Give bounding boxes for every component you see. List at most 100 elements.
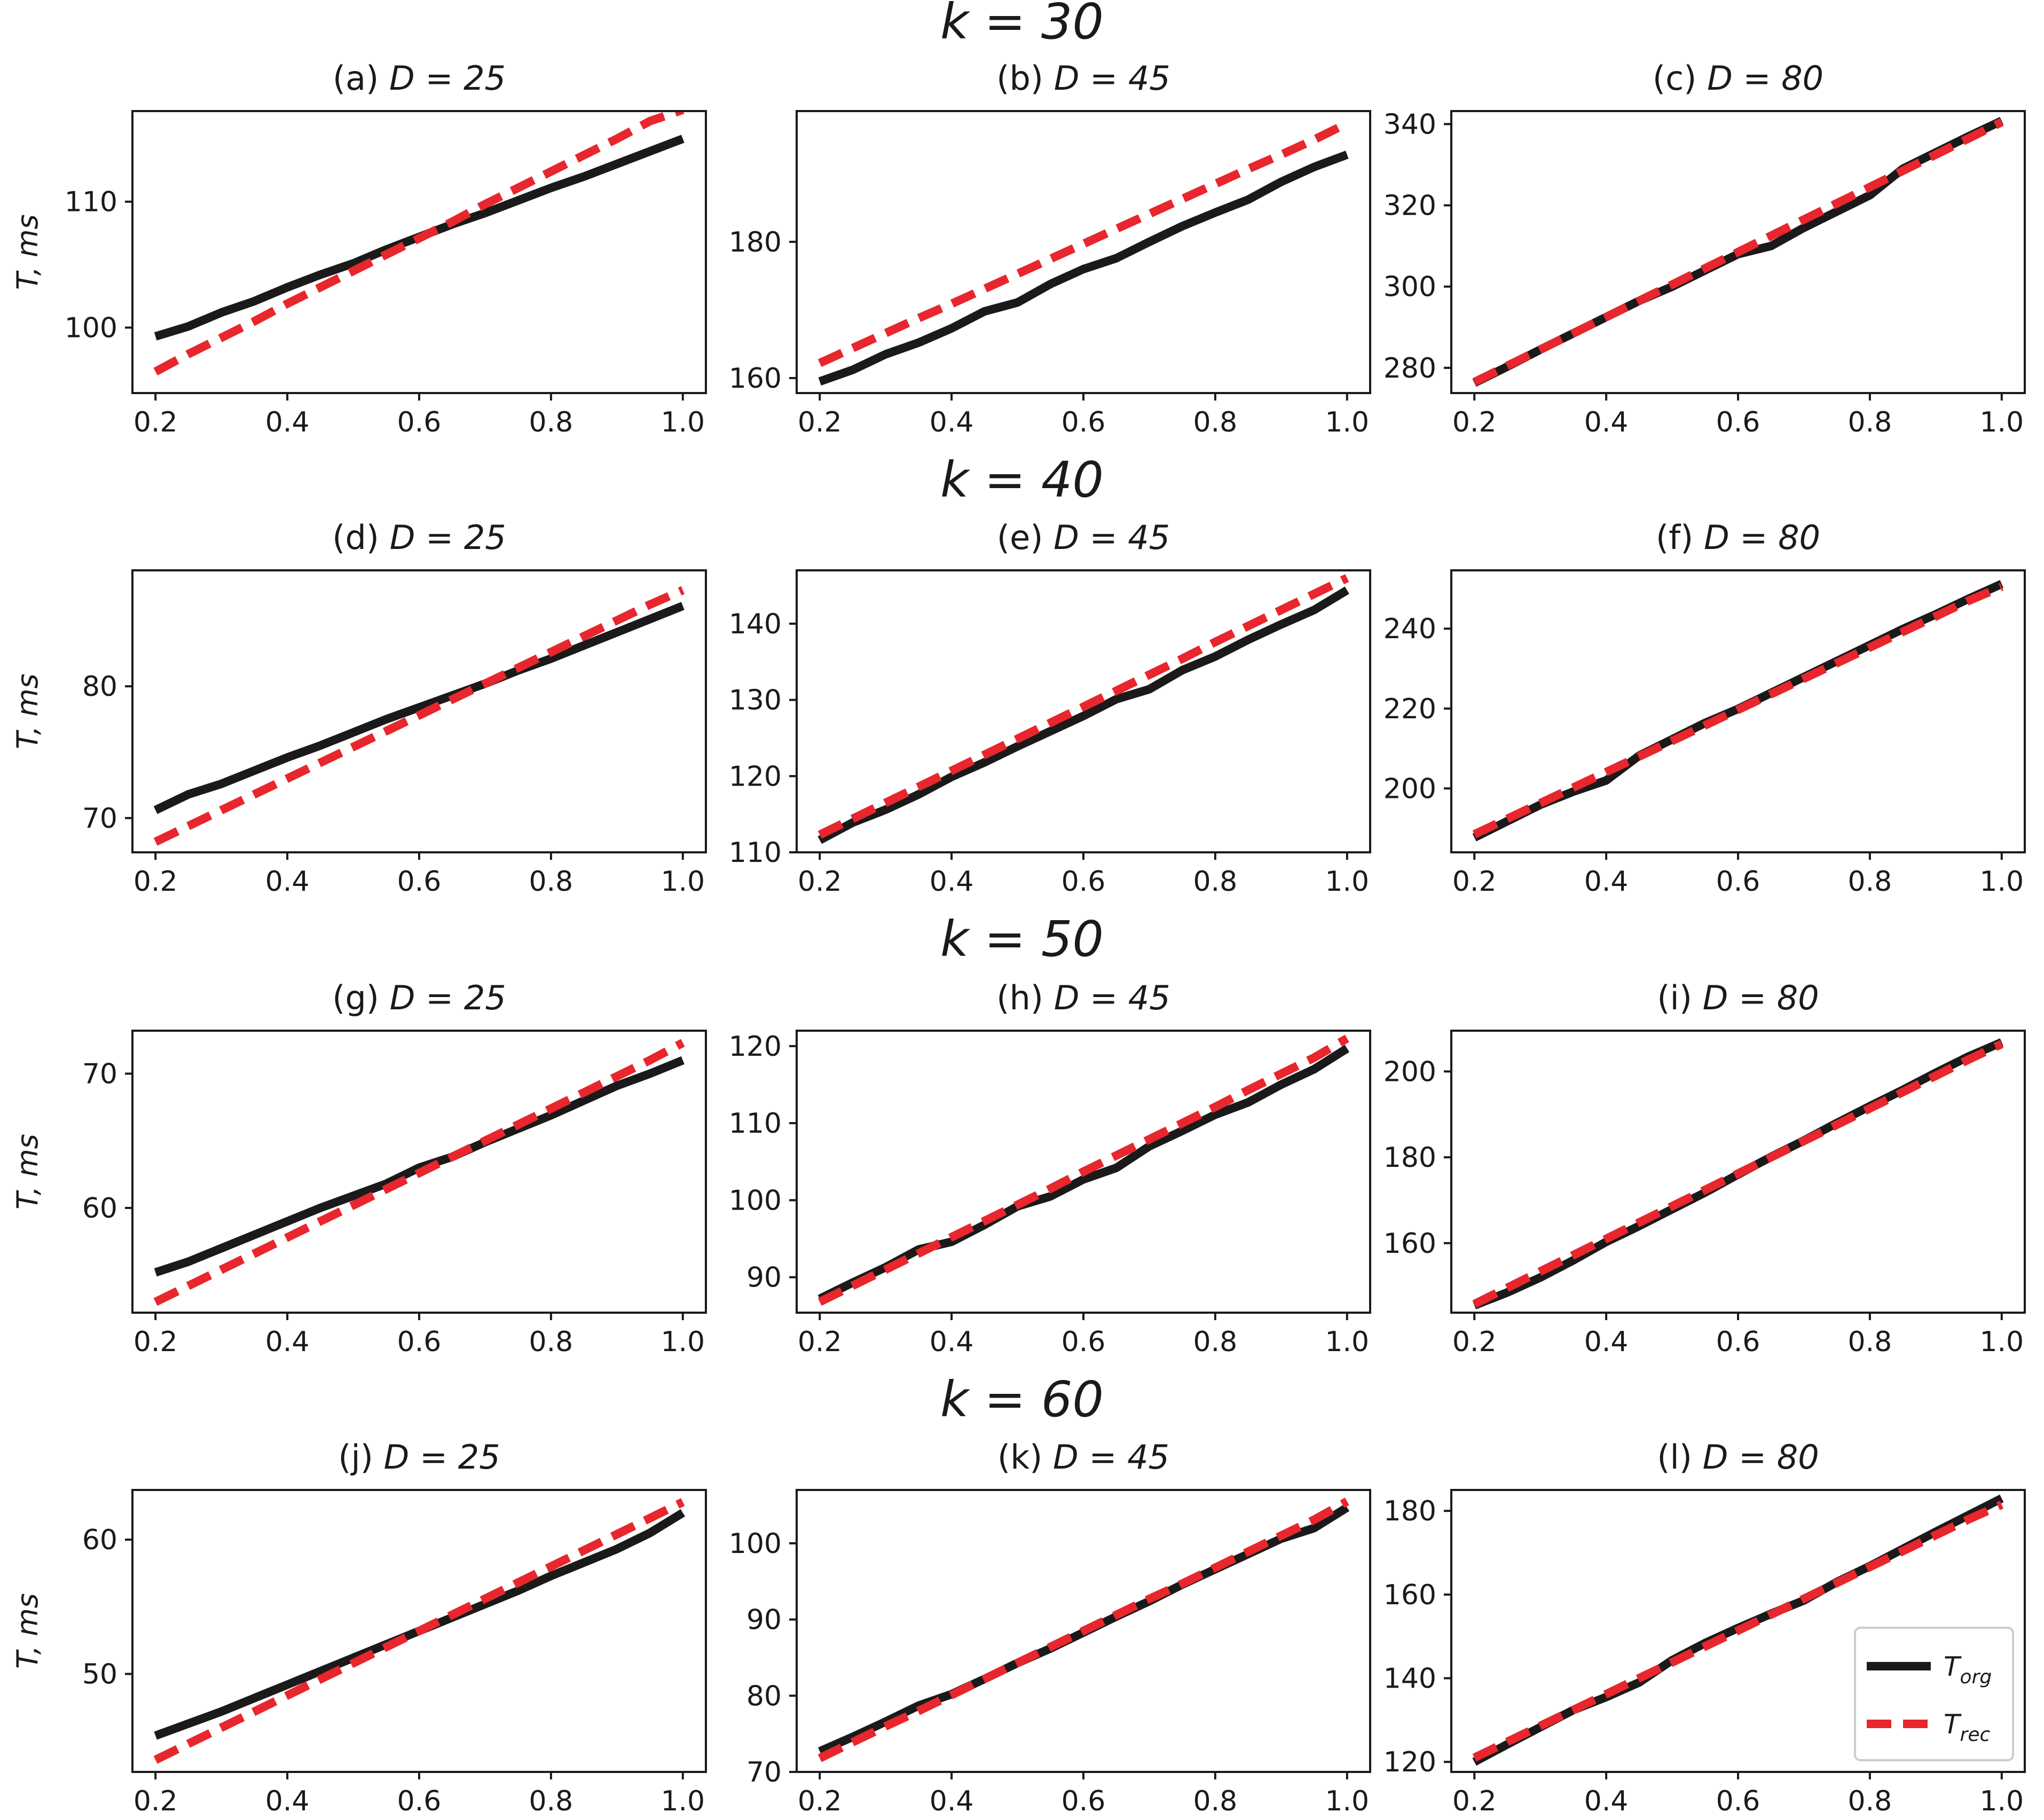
x-tick-label: 0.4 xyxy=(1584,1326,1629,1358)
panel-d-value: D = 25 xyxy=(390,518,506,557)
x-tick-label: 0.6 xyxy=(397,1326,442,1358)
y-tick-label: 220 xyxy=(1383,693,1436,725)
series-rec-line xyxy=(1472,583,2003,838)
panel-h: (h) D = 45 0.2 0.4 0.6 0.8 1.0 90 100 110 120 xyxy=(729,978,1371,1358)
legend-label-rec: Trec xyxy=(1944,1709,1990,1746)
panel-f: (f) D = 80 0.2 0.4 0.6 0.8 1.0 200 220 240 xyxy=(1383,518,2026,898)
legend: Torg Trec xyxy=(1854,1627,2014,1761)
y-axis-label: T, ms xyxy=(11,214,44,290)
y-tick-label: 50 xyxy=(82,1658,117,1690)
x-tick-label: 0.8 xyxy=(1193,406,1238,438)
y-tick-label: 180 xyxy=(729,226,782,258)
plot-frame xyxy=(131,110,707,394)
x-tick-label: 0.8 xyxy=(1193,866,1238,898)
series-rec-line xyxy=(153,1039,685,1306)
y-tick-label: 140 xyxy=(729,608,782,640)
y-tick-label: 110 xyxy=(65,186,117,218)
x-tick-label: 0.2 xyxy=(1452,1785,1497,1817)
panel-k: (k) D = 450.20.40.60.81.0708090100τ, ms xyxy=(729,1438,1371,1817)
x-tick-label: 1.0 xyxy=(1325,866,1369,898)
panel-letter: (h) xyxy=(996,978,1043,1017)
panel-title: (d) D = 25 xyxy=(332,518,506,557)
x-tick-label: 0.4 xyxy=(265,1326,310,1358)
x-tick-label: 0.4 xyxy=(930,866,974,898)
x-tick-label: 0.4 xyxy=(1584,1785,1629,1817)
y-axis-label: T, ms xyxy=(11,1593,44,1669)
legend-sub: rec xyxy=(1960,1724,1991,1746)
series-org-line xyxy=(817,1045,1350,1303)
y-tick-label: 140 xyxy=(1383,1663,1436,1695)
x-tick-label: 0.4 xyxy=(930,406,974,438)
x-tick-label: 0.2 xyxy=(798,1326,842,1358)
panel-d-value: D = 80 xyxy=(1707,59,1823,98)
x-tick-label: 0.6 xyxy=(1716,866,1760,898)
panel-i: (i) D = 80 0.2 0.4 0.6 0.8 1.0 160 180 200 xyxy=(1383,978,2026,1358)
y-tick-label: 90 xyxy=(746,1604,782,1636)
series-rec-line xyxy=(153,111,685,375)
panel-letter: (c) xyxy=(1653,59,1696,98)
x-tick-label: 0.4 xyxy=(265,406,310,438)
panel-d-value: D = 45 xyxy=(1054,59,1170,98)
x-tick-label: 0.2 xyxy=(798,866,842,898)
x-tick-label: 0.4 xyxy=(930,1785,974,1817)
series-rec-line xyxy=(153,1498,685,1764)
legend-label-org: Torg xyxy=(1944,1651,1992,1688)
y-tick-label: 60 xyxy=(82,1524,117,1556)
legend-sub: org xyxy=(1960,1666,1992,1688)
y-axis-label: T, ms xyxy=(11,1134,44,1210)
x-tick-label: 1.0 xyxy=(1325,406,1369,438)
y-tick-label: 300 xyxy=(1383,271,1436,303)
panel-b: (b) D = 45 0.2 0.4 0.6 0.8 1.0 160 180 xyxy=(729,59,1371,438)
panel-letter: (a) xyxy=(333,59,379,98)
x-tick-label: 0.2 xyxy=(798,406,842,438)
panel-letter: (d) xyxy=(332,518,379,557)
x-tick-label: 0.8 xyxy=(1848,1785,1892,1817)
x-tick-label: 0.6 xyxy=(1716,1326,1760,1358)
x-tick-label: 1.0 xyxy=(661,866,705,898)
panel-title: (h) D = 45 xyxy=(996,978,1170,1017)
y-tick-label: 70 xyxy=(746,1756,782,1788)
x-tick-label: 0.6 xyxy=(1062,866,1106,898)
x-tick-label: 0.4 xyxy=(265,1785,310,1817)
x-tick-label: 1.0 xyxy=(1325,1326,1369,1358)
series-org-line xyxy=(817,586,1349,844)
y-tick-label: 110 xyxy=(729,837,782,869)
x-tick-label: 1.0 xyxy=(1979,1785,2024,1817)
row-title-3: k = 60 xyxy=(940,1371,1104,1428)
x-tick-label: 0.8 xyxy=(529,406,573,438)
panel-d-value: D = 45 xyxy=(1053,1438,1169,1477)
x-tick-label: 0.8 xyxy=(529,866,573,898)
panel-letter: (b) xyxy=(996,59,1043,98)
y-tick-label: 130 xyxy=(729,685,782,717)
y-tick-label: 60 xyxy=(82,1193,117,1225)
row-title-0: k = 30 xyxy=(940,0,1104,50)
panel-letter: (j) xyxy=(338,1438,373,1477)
x-tick-label: 0.8 xyxy=(1193,1785,1238,1817)
panel-title: (j) D = 25 xyxy=(338,1438,500,1477)
panel-letter: (e) xyxy=(997,518,1043,557)
panel-title: (f) D = 80 xyxy=(1656,518,1820,557)
x-tick-label: 0.2 xyxy=(1452,866,1497,898)
x-tick-label: 0.2 xyxy=(1452,1326,1497,1358)
x-tick-label: 1.0 xyxy=(1325,1785,1369,1817)
y-tick-label: 200 xyxy=(1383,773,1436,805)
y-tick-label: 320 xyxy=(1383,190,1436,222)
series-rec-line xyxy=(1472,1040,2004,1308)
x-tick-label: 0.4 xyxy=(265,866,310,898)
series-rec-line xyxy=(817,1034,1349,1306)
x-tick-label: 0.8 xyxy=(1848,866,1892,898)
x-tick-label: 0.2 xyxy=(133,866,178,898)
x-tick-label: 0.6 xyxy=(1062,406,1106,438)
series-rec-line xyxy=(817,119,1349,367)
y-tick-label: 100 xyxy=(65,312,117,344)
panel-title: (b) D = 45 xyxy=(996,59,1170,98)
x-tick-label: 0.2 xyxy=(133,1785,178,1817)
row-title-2: k = 50 xyxy=(940,911,1104,968)
panel-d-value: D = 80 xyxy=(1704,518,1820,557)
x-tick-label: 0.6 xyxy=(397,1785,442,1817)
x-tick-label: 1.0 xyxy=(661,406,705,438)
y-tick-label: 160 xyxy=(729,363,782,395)
series-org-line xyxy=(154,1056,685,1277)
